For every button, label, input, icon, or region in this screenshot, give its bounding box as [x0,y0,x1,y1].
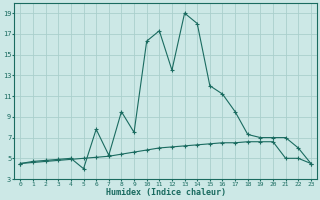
X-axis label: Humidex (Indice chaleur): Humidex (Indice chaleur) [106,188,226,197]
